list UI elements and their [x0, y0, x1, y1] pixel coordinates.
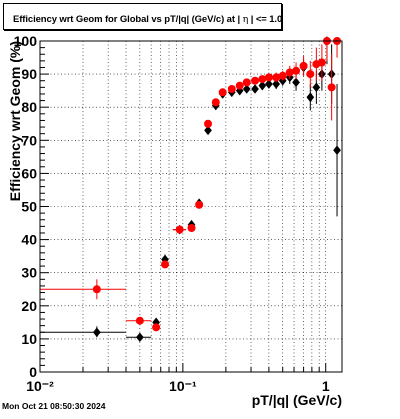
data-point-marker [242, 84, 251, 94]
eta-symbol: η [242, 14, 249, 25]
data-point-marker [278, 71, 287, 80]
data-point-marker [218, 88, 227, 97]
y-axis-label: Efficiency wrt Geom (%) [7, 41, 23, 201]
data-point-marker [306, 70, 315, 79]
data-point-marker [175, 225, 184, 234]
data-point-marker [306, 92, 315, 103]
data-point-marker [251, 76, 260, 85]
timestamp: Mon Oct 21 08:50:30 2024 [2, 401, 106, 411]
axis-layer: 0 10 20 30 40 50 60 70 80 90 100 10⁻² 10⁻¹ 1 [14, 33, 330, 394]
data-point-marker [317, 58, 326, 67]
chart-title: Efficiency wrt Geom for Global vs pT/|q|… [13, 14, 282, 25]
data-point-marker [265, 79, 273, 89]
y-tick-label: 40 [21, 232, 37, 248]
data-point-marker [258, 75, 267, 84]
series-layer [40, 36, 342, 343]
x-tick-label: 10⁻¹ [169, 378, 197, 394]
data-point-marker [93, 327, 101, 338]
y-tick-label: 70 [21, 132, 37, 148]
chart-title-box: Efficiency wrt Geom for Global vs pT/|q|… [3, 3, 282, 30]
data-point-marker [272, 73, 281, 82]
data-point-marker [272, 79, 281, 89]
y-tick-label: 80 [21, 99, 37, 115]
y-tick-label: 50 [21, 199, 37, 215]
y-tick-label: 20 [21, 298, 37, 314]
data-point-marker [299, 61, 308, 70]
data-point-marker [211, 98, 220, 107]
data-point-marker [312, 82, 321, 93]
y-tick-label: 100 [14, 33, 38, 49]
title-suffix: | <= 1.0 [250, 14, 283, 25]
data-point-marker [161, 260, 170, 269]
data-point-marker [161, 254, 169, 265]
data-point-marker [136, 332, 144, 343]
data-point-marker [204, 125, 212, 136]
data-point-marker [92, 285, 101, 294]
data-point-marker [135, 316, 144, 325]
x-tick-label: 1 [322, 378, 330, 394]
series-red [40, 37, 342, 332]
title-prefix: Efficiency wrt Geom for Global vs pT/|q|… [13, 14, 241, 25]
data-point-marker [152, 323, 161, 332]
y-tick-label: 10 [21, 331, 37, 347]
data-point-marker [227, 84, 236, 93]
data-point-marker [204, 119, 213, 128]
data-point-marker [242, 78, 251, 87]
y-tick-label: 0 [29, 364, 37, 380]
y-tick-label: 60 [21, 165, 37, 181]
data-point-marker [285, 68, 294, 77]
data-point-marker [327, 83, 336, 92]
data-point-marker [187, 224, 196, 233]
data-point-marker [292, 66, 301, 75]
data-point-marker [292, 77, 300, 88]
y-tick-label: 90 [21, 66, 37, 82]
data-point-marker [264, 73, 273, 82]
data-point-marker [258, 80, 267, 91]
data-point-marker [333, 145, 341, 156]
grid-layer [39, 41, 342, 372]
data-point-marker [251, 84, 259, 94]
data-point-marker [235, 81, 244, 90]
data-point-marker [195, 200, 204, 209]
y-tick-label: 30 [21, 265, 37, 281]
x-tick-label: 10⁻² [26, 378, 54, 394]
x-axis-label: pT/|q| (GeV/c) [252, 392, 342, 408]
series-black [40, 36, 341, 343]
